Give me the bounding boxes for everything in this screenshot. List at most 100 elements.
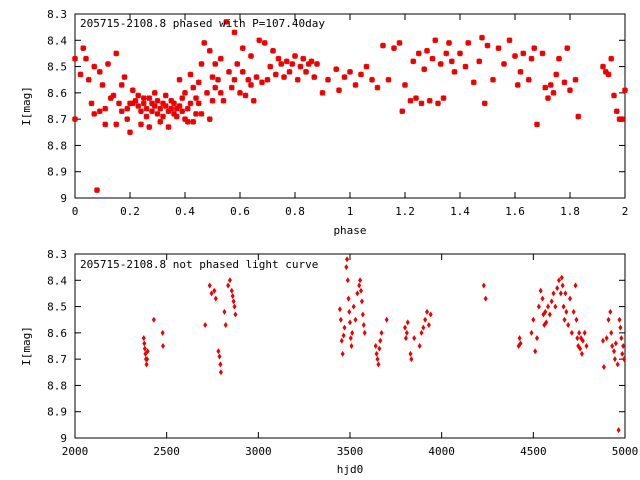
data-point bbox=[135, 103, 142, 109]
data-point bbox=[248, 82, 254, 88]
data-point bbox=[333, 66, 340, 73]
data-point bbox=[621, 343, 626, 349]
data-point bbox=[501, 61, 507, 67]
data-point bbox=[143, 105, 150, 112]
y-tick-label: 8.6 bbox=[47, 87, 67, 100]
data-point bbox=[145, 348, 150, 355]
phased-plot-title: 205715-2108.8 phased with P=107.40day bbox=[80, 17, 325, 30]
data-point bbox=[547, 82, 554, 88]
x-tick-label: 3000 bbox=[245, 445, 272, 458]
data-point bbox=[549, 298, 554, 305]
data-point bbox=[435, 100, 441, 107]
data-point bbox=[360, 311, 365, 318]
data-point bbox=[209, 74, 216, 80]
data-point bbox=[560, 282, 565, 289]
x-tick-label: 4500 bbox=[520, 445, 547, 458]
data-point bbox=[403, 324, 407, 331]
data-point bbox=[561, 79, 568, 86]
data-point bbox=[250, 97, 257, 104]
data-point bbox=[611, 92, 617, 99]
data-point bbox=[514, 82, 521, 88]
data-point bbox=[212, 84, 219, 91]
data-point bbox=[206, 47, 213, 54]
data-point bbox=[619, 335, 624, 342]
data-point bbox=[242, 92, 249, 99]
data-point bbox=[176, 103, 183, 109]
data-point bbox=[349, 343, 354, 349]
data-point bbox=[359, 298, 364, 305]
data-point bbox=[234, 61, 241, 67]
data-point bbox=[426, 97, 433, 104]
data-point bbox=[557, 277, 561, 284]
data-point bbox=[88, 100, 95, 107]
data-point bbox=[168, 97, 175, 104]
data-point bbox=[157, 118, 164, 125]
phased-plot-points bbox=[72, 19, 628, 193]
data-point bbox=[292, 53, 298, 59]
data-point bbox=[426, 321, 431, 328]
data-point bbox=[337, 306, 342, 313]
data-point bbox=[72, 116, 78, 123]
data-point bbox=[608, 308, 613, 315]
data-point bbox=[223, 19, 230, 25]
data-point bbox=[358, 71, 364, 78]
data-point bbox=[187, 100, 194, 107]
data-point bbox=[253, 74, 260, 80]
data-point bbox=[77, 71, 84, 78]
data-point bbox=[184, 105, 191, 112]
data-point bbox=[311, 74, 318, 80]
data-point bbox=[373, 343, 378, 349]
data-point bbox=[417, 343, 422, 349]
data-point bbox=[140, 95, 147, 101]
unphased-plot-title: 205715-2108.8 not phased light curve bbox=[80, 258, 318, 271]
x-tick-label: 3500 bbox=[337, 445, 364, 458]
data-point bbox=[620, 350, 625, 357]
data-point bbox=[102, 105, 109, 112]
data-point bbox=[484, 42, 491, 49]
data-point bbox=[528, 55, 535, 62]
y-tick-label: 8.3 bbox=[47, 8, 67, 21]
data-point bbox=[451, 68, 458, 75]
data-point bbox=[173, 105, 180, 112]
data-point bbox=[613, 340, 618, 347]
data-point bbox=[338, 316, 343, 323]
x-tick-label: 1.6 bbox=[505, 205, 525, 218]
data-point bbox=[193, 111, 199, 117]
x-tick-label: 1.2 bbox=[395, 205, 415, 218]
data-point bbox=[161, 343, 165, 349]
data-point bbox=[347, 68, 353, 75]
data-point bbox=[563, 290, 568, 297]
data-point bbox=[579, 350, 584, 357]
data-point bbox=[580, 337, 585, 344]
data-point bbox=[256, 37, 263, 44]
data-point bbox=[209, 97, 216, 104]
data-point bbox=[553, 303, 558, 310]
data-point bbox=[149, 108, 155, 115]
data-point bbox=[83, 55, 89, 62]
data-point bbox=[176, 76, 183, 83]
data-point bbox=[512, 53, 518, 59]
x-tick-label: 2000 bbox=[62, 445, 89, 458]
data-point bbox=[391, 45, 397, 52]
data-point bbox=[346, 295, 351, 302]
data-point bbox=[569, 329, 574, 336]
data-point bbox=[419, 329, 424, 336]
data-point bbox=[233, 311, 238, 318]
data-point bbox=[533, 348, 538, 355]
data-point bbox=[550, 89, 557, 96]
unphased-plot-xlabel: hjd0 bbox=[337, 463, 364, 476]
data-point bbox=[437, 61, 444, 67]
data-point bbox=[518, 340, 523, 347]
data-point bbox=[157, 105, 164, 112]
data-point bbox=[142, 340, 147, 347]
data-point bbox=[99, 82, 106, 88]
data-point bbox=[149, 100, 155, 107]
data-point bbox=[418, 100, 425, 107]
data-point bbox=[470, 79, 477, 86]
data-point bbox=[217, 89, 224, 96]
data-point bbox=[547, 311, 552, 318]
data-point bbox=[446, 40, 452, 46]
x-tick-label: 0 bbox=[72, 205, 79, 218]
data-point bbox=[561, 303, 566, 310]
data-point bbox=[206, 116, 213, 123]
